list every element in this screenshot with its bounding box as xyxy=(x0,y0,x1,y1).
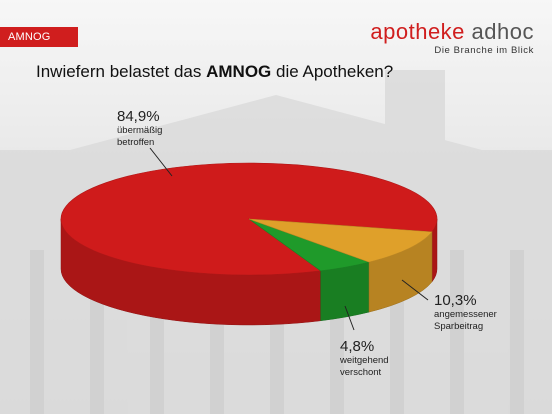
title-suffix: die Apotheken? xyxy=(271,62,394,81)
label-verschont: 4,8% weitgehend verschont xyxy=(340,338,389,379)
leader-line-verschont xyxy=(344,305,355,331)
label-pct-uebermaessig: 84,9% xyxy=(117,108,160,125)
leader-line-sparbeitrag xyxy=(401,279,429,301)
label-pct-verschont: 4,8% xyxy=(340,338,375,355)
label-line2-verschont: verschont xyxy=(340,367,382,378)
chart-title: Inwiefern belastet das AMNOG die Apothek… xyxy=(36,62,393,82)
pie-slice-sparbeitrag xyxy=(248,218,433,263)
brand-slogan: Die Branche im Blick xyxy=(434,45,534,56)
label-sparbeitrag: 10,3% angemessener Sparbeitrag xyxy=(434,292,497,333)
title-prefix: Inwiefern belastet das xyxy=(36,62,207,81)
brand-name: apotheke adhoc xyxy=(370,20,534,44)
category-tag: AMNOG xyxy=(0,27,78,47)
label-pct-sparbeitrag: 10,3% xyxy=(434,292,477,309)
title-bold: AMNOG xyxy=(206,62,272,81)
brand-name-part1: apotheke xyxy=(370,19,465,44)
brand-logo: apotheke adhoc Die Branche im Blick xyxy=(370,20,534,57)
label-uebermaessig: 84,9% übermäßig betroffen xyxy=(117,108,162,149)
pie-side-verschont xyxy=(320,261,370,322)
label-line1-verschont: weitgehend xyxy=(340,355,389,366)
label-line2-uebermaessig: betroffen xyxy=(117,137,155,148)
label-line1-uebermaessig: übermäßig xyxy=(117,125,163,136)
label-line1-sparbeitrag: angemessener xyxy=(434,309,497,320)
leader-line-uebermaessig xyxy=(149,147,173,177)
brand-name-part2: adhoc xyxy=(471,19,534,44)
label-line2-sparbeitrag: Sparbeitrag xyxy=(434,321,484,332)
